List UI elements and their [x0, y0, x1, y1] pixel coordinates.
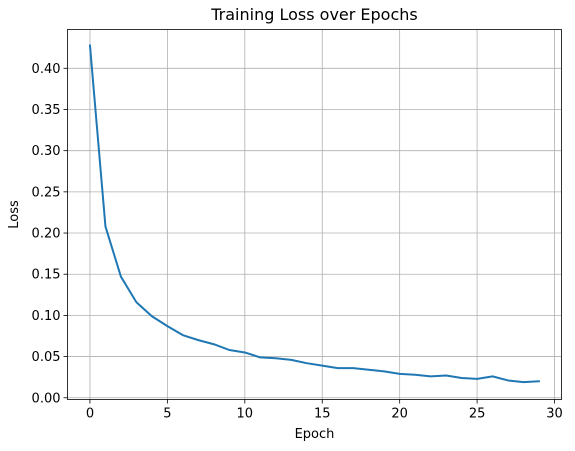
y-tick-label: 0.40: [32, 62, 61, 77]
grid: [67, 29, 562, 400]
ticks: 0 5 10 15 20 25 30 0.00 0.05 0.10 0.15 0.20 0.25 0.30…: [32, 62, 563, 422]
y-tick-label: 0.35: [32, 103, 61, 118]
y-tick-label: 0.00: [32, 391, 61, 406]
loss-line: [88, 44, 541, 384]
x-tick-label: 15: [314, 407, 331, 422]
y-axis-title: Loss: [7, 200, 22, 229]
chart-title: Training Loss over Epochs: [210, 5, 418, 24]
x-axis-title: Epoch: [295, 427, 335, 442]
x-tick-label: 0: [86, 407, 94, 422]
plot-frame: [67, 29, 562, 400]
x-tick-label: 25: [469, 407, 486, 422]
x-tick-label: 20: [391, 407, 408, 422]
y-tick-label: 0.25: [32, 185, 61, 200]
x-tick-label: 10: [237, 407, 254, 422]
y-tick-label: 0.10: [32, 309, 61, 324]
series-layer: [88, 44, 541, 384]
y-tick-label: 0.15: [32, 268, 61, 283]
y-tick-label: 0.30: [32, 144, 61, 159]
y-tick-label: 0.05: [32, 350, 61, 365]
y-tick-label: 0.20: [32, 227, 61, 242]
x-tick-label: 5: [163, 407, 171, 422]
x-tick-label: 30: [546, 407, 563, 422]
